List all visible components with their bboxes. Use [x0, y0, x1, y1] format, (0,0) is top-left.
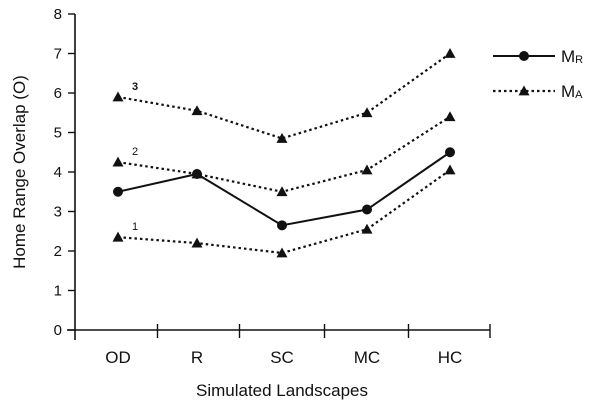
y-tick-label: 7: [54, 46, 62, 63]
series-line: [117, 151, 451, 227]
legend-label: MA: [561, 82, 583, 101]
series-layer: 1 2 3: [112, 48, 456, 258]
y-tick-label: 2: [54, 243, 62, 260]
axes: [67, 14, 490, 340]
x-tick-label: OD: [105, 348, 131, 367]
y-tick-label: 6: [54, 85, 62, 102]
data-point: [276, 132, 288, 143]
data-point: [518, 85, 530, 96]
series-line: [117, 169, 451, 255]
data-point: [277, 220, 287, 231]
data-point: [445, 147, 455, 158]
curve-label: 3: [132, 81, 138, 93]
y-tick-label: 1: [54, 283, 62, 300]
y-tick-label: 8: [54, 6, 62, 23]
data-point: [276, 247, 288, 258]
data-point: [276, 186, 288, 197]
legend: MR MA: [493, 47, 583, 101]
x-tick-label: R: [191, 348, 203, 367]
legend-item: MA: [493, 82, 583, 101]
data-point: [361, 223, 373, 234]
data-point: [112, 231, 124, 242]
series-main: [113, 147, 455, 231]
x-axis-title: Simulated Landscapes: [196, 381, 368, 400]
data-point: [444, 48, 456, 58]
data-point: [519, 51, 529, 61]
data-point: [361, 107, 373, 118]
y-axis-ticks: 0 1 2 3 4 5 6 7 8: [54, 6, 75, 339]
series-3: 3: [112, 48, 456, 143]
series-1: 1: [112, 164, 456, 258]
data-point: [191, 237, 203, 248]
x-tick-label: MC: [354, 348, 380, 367]
y-tick-label: 0: [54, 322, 62, 339]
data-point: [361, 164, 373, 175]
y-axis-title: Home Range Overlap (O): [10, 75, 29, 269]
series-2: 2: [112, 111, 456, 197]
data-point: [191, 105, 203, 116]
x-axis-ticks: OD R SC MC HC: [105, 324, 491, 367]
curve-label: 2: [132, 146, 138, 158]
data-point: [191, 168, 203, 179]
data-point: [444, 111, 456, 122]
curve-label: 1: [132, 221, 138, 233]
x-tick-label: SC: [270, 348, 294, 367]
data-point: [444, 164, 456, 175]
y-tick-label: 3: [54, 204, 62, 221]
data-point: [362, 204, 372, 215]
legend-label: MR: [561, 47, 583, 66]
x-tick-label: HC: [438, 348, 463, 367]
data-point: [113, 186, 123, 197]
data-point: [112, 91, 124, 102]
data-point: [112, 156, 124, 167]
y-tick-label: 5: [54, 125, 62, 142]
y-tick-label: 4: [54, 164, 62, 181]
legend-item: MR: [493, 47, 583, 66]
series-line: [117, 52, 451, 140]
